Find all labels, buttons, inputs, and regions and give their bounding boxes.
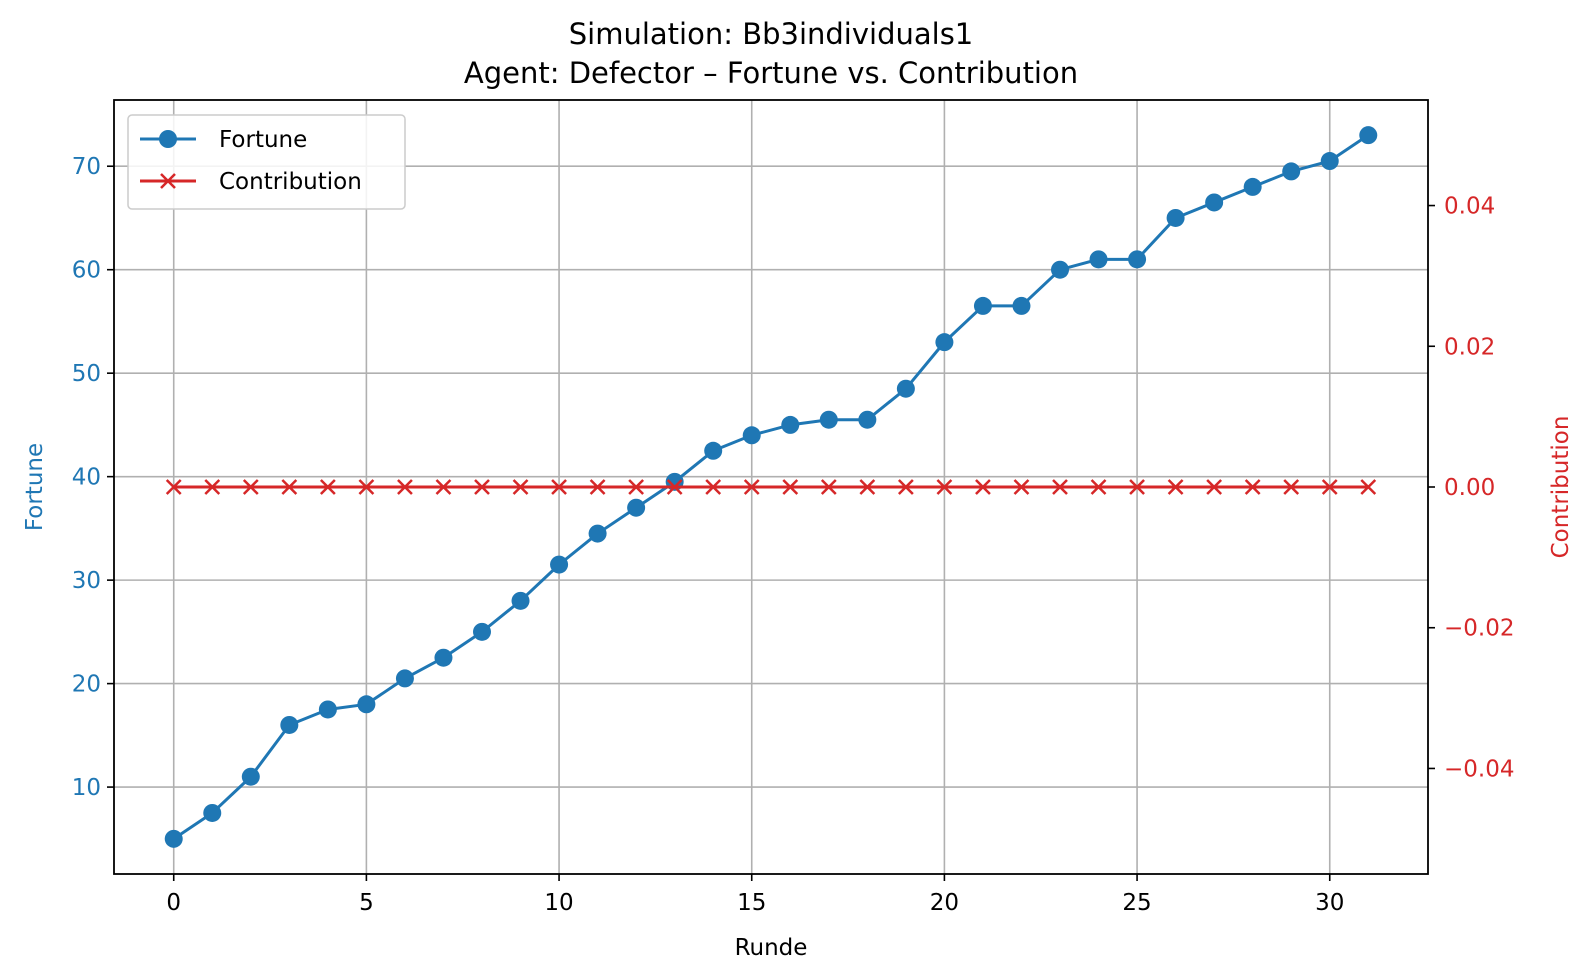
y-axis-right-label: Contribution <box>1548 416 1574 559</box>
fortune-point <box>203 803 222 822</box>
fortune-point <box>627 498 646 517</box>
contribution-point <box>512 479 529 495</box>
legend-box <box>127 114 406 210</box>
fortune-point <box>819 410 838 429</box>
fortune-series <box>164 126 1378 848</box>
x-tick-label: 0 <box>166 890 181 916</box>
contribution-point <box>782 479 799 495</box>
contribution-point <box>743 479 760 495</box>
contribution-point <box>975 479 991 495</box>
fortune-point <box>241 767 260 786</box>
fortune-point <box>935 333 954 352</box>
fortune-point <box>550 555 569 574</box>
contribution-series <box>165 479 1377 495</box>
y-left-tick-label: 40 <box>72 465 101 491</box>
x-tick-label: 20 <box>930 890 959 916</box>
fortune-point <box>395 669 414 688</box>
contribution-point <box>1206 479 1223 495</box>
fortune-point <box>164 829 183 848</box>
contribution-point <box>1283 479 1300 495</box>
fortune-point <box>1166 208 1185 227</box>
fortune-point <box>1282 162 1301 181</box>
y-right-tick-label: −0.02 <box>1444 616 1514 642</box>
contribution-point <box>281 479 298 495</box>
contribution-point <box>319 479 336 495</box>
y-left-tick-label: 60 <box>72 258 101 284</box>
contribution-point <box>242 479 259 495</box>
y-left-tick-label: 20 <box>72 672 101 698</box>
y-left-tick-label: 10 <box>72 775 101 801</box>
x-tick-label: 10 <box>544 890 573 916</box>
contribution-point <box>435 479 452 495</box>
fortune-point <box>781 415 800 434</box>
y-left-tick-label: 70 <box>72 154 101 180</box>
fortune-point <box>858 410 877 429</box>
contribution-point <box>859 479 876 495</box>
legend-fortune-label: Fortune <box>219 127 307 153</box>
legend: Fortune Contribution <box>127 114 406 210</box>
contribution-point <box>589 479 606 495</box>
legend-contribution-label: Contribution <box>219 169 362 195</box>
contribution-point <box>165 479 182 495</box>
y-left-tick-label: 50 <box>72 361 101 387</box>
contribution-point <box>1321 479 1338 495</box>
fortune-point <box>434 648 453 667</box>
contribution-point <box>1129 479 1145 495</box>
contribution-point <box>705 479 722 495</box>
fortune-point <box>588 524 607 543</box>
y-right-tick-label: −0.04 <box>1444 756 1514 782</box>
legend-fortune-marker <box>159 130 177 148</box>
contribution-point <box>1360 479 1377 495</box>
x-tick-label: 30 <box>1315 890 1344 916</box>
fortune-point <box>704 441 723 460</box>
fortune-point <box>973 296 992 315</box>
fortune-point <box>1051 260 1070 279</box>
fortune-point <box>1320 152 1339 171</box>
fortune-point <box>1205 193 1224 212</box>
fortune-point <box>742 426 761 445</box>
y-right-tick-label: 0.04 <box>1444 194 1495 220</box>
contribution-point <box>1013 479 1030 495</box>
y-right-tick-label: 0.00 <box>1444 475 1495 501</box>
fortune-point <box>472 622 491 641</box>
contribution-point <box>1052 479 1068 495</box>
fortune-point <box>511 591 530 610</box>
chart-subtitle: Agent: Defector – Fortune vs. Contributi… <box>464 56 1078 90</box>
chart-title: Simulation: Bb3individuals1 <box>569 17 974 51</box>
fortune-point <box>357 695 376 714</box>
contribution-point <box>1167 479 1184 495</box>
fortune-point <box>1012 296 1031 315</box>
contribution-point <box>628 479 645 495</box>
contribution-point <box>358 479 375 495</box>
y-left-tick-label: 30 <box>72 568 101 594</box>
fortune-point <box>1243 177 1262 196</box>
fortune-point <box>280 715 299 734</box>
x-tick-label: 5 <box>359 890 374 916</box>
fortune-point <box>1359 126 1378 145</box>
contribution-point <box>820 479 837 495</box>
fortune-point <box>318 700 337 719</box>
contribution-point <box>1244 479 1261 495</box>
axis-ticks: 0 5 10 15 20 25 30 10 20 30 40 50 60 70 −0.04 −0.02 0.00… <box>72 154 1515 916</box>
fortune-point <box>896 379 915 398</box>
fortune-point <box>1089 250 1108 269</box>
contribution-point <box>936 479 953 495</box>
y-axis-left-label: Fortune <box>22 443 48 531</box>
legend-contribution-marker <box>160 173 176 189</box>
contribution-point <box>551 479 567 495</box>
contribution-point <box>897 479 914 495</box>
contribution-point <box>397 479 413 495</box>
contribution-point <box>1090 479 1107 495</box>
contribution-point <box>666 479 683 495</box>
plot-frame <box>113 99 1429 875</box>
contribution-point <box>204 479 221 495</box>
y-right-tick-label: 0.02 <box>1444 334 1495 360</box>
x-axis-label: Runde <box>735 935 808 961</box>
x-tick-label: 25 <box>1122 890 1151 916</box>
fortune-point <box>1128 250 1147 269</box>
contribution-point <box>474 479 490 495</box>
x-tick-label: 15 <box>737 890 766 916</box>
